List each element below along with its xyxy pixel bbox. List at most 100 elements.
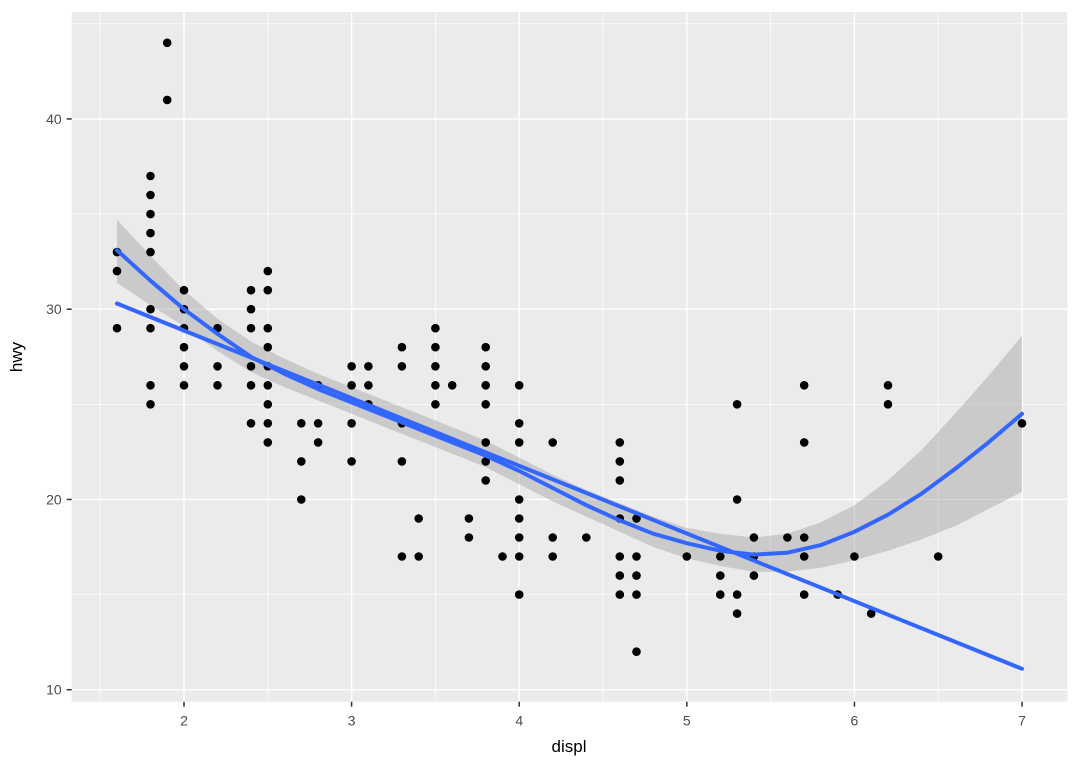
data-point [481,381,491,390]
data-point [263,381,273,390]
y-axis-tick-labels: 10 20 30 40 [46,111,62,698]
data-point [213,381,222,390]
data-point [783,533,792,542]
data-point [397,552,407,561]
data-point [716,571,725,580]
data-point [514,552,524,561]
major-gridlines [71,12,1068,702]
data-point [263,438,273,447]
data-point [246,381,256,390]
data-point [297,457,306,466]
data-point [146,209,155,219]
data-point [431,381,440,390]
data-point [431,323,440,333]
data-point [632,552,641,561]
data-point [364,362,373,371]
data-point [883,400,893,409]
data-point [716,552,725,561]
data-point [179,362,189,371]
data-point [850,552,859,561]
data-point [263,323,273,333]
data-point [799,552,809,561]
data-point [866,609,876,618]
data-point [246,304,256,314]
data-point [246,419,256,428]
data-point [548,552,557,561]
data-point [146,304,155,314]
data-point [799,381,809,390]
data-point [481,400,491,409]
data-point [364,381,373,390]
data-point [431,400,440,409]
data-point [514,495,524,504]
data-point [347,381,356,390]
data-point [799,438,809,447]
data-point [146,381,155,390]
data-point [514,590,524,599]
y-axis-title: hwy [7,341,26,372]
data-point [447,381,457,390]
data-point [464,514,474,523]
data-point [146,400,155,409]
data-point [112,323,122,333]
x-axis-title: displ [552,737,587,756]
data-point [464,533,474,542]
y-axis-tick-marks [66,118,72,691]
data-point [431,342,440,352]
data-point [514,514,524,523]
data-point [162,38,172,48]
confidence-ribbon [117,219,1022,572]
data-point [514,533,524,542]
x-axis-tick-labels: 2 3 4 5 6 7 [180,713,1026,729]
data-point [246,362,256,371]
y-tick-label: 10 [46,682,62,698]
data-point [632,590,641,599]
data-point [414,552,424,561]
data-point [263,285,273,295]
data-point [481,438,491,447]
data-point [179,381,189,390]
data-point [732,495,742,504]
data-point [347,419,356,428]
data-point [162,95,172,105]
minor-gridlines [71,12,1068,702]
data-point [112,266,122,276]
data-point [481,362,491,371]
data-point [632,571,641,580]
data-point [615,590,625,599]
data-point [799,590,809,599]
data-point [263,342,273,352]
data-point [146,323,155,333]
data-point [481,457,491,466]
data-point [615,457,625,466]
x-tick-label: 2 [180,713,188,729]
data-point [615,571,625,580]
y-tick-label: 40 [46,111,62,127]
data-point [933,552,943,561]
data-point [514,381,524,390]
data-point [716,590,725,599]
data-point [246,323,256,333]
data-point [263,419,273,428]
data-point [632,514,641,523]
data-point [514,419,524,428]
data-point [313,419,323,428]
data-point [179,285,189,295]
data-point [146,228,155,238]
y-tick-label: 20 [46,491,62,507]
data-point [397,342,407,352]
data-point [799,533,809,542]
y-tick-label: 30 [46,301,62,317]
data-point [732,590,742,599]
x-tick-label: 7 [1018,713,1026,729]
x-tick-label: 5 [683,713,691,729]
data-point [313,438,323,447]
data-point [481,342,491,352]
data-point [548,438,557,447]
data-point [246,285,256,295]
data-point [397,362,407,371]
data-point [615,552,625,561]
loess-fit-line [115,248,1024,557]
